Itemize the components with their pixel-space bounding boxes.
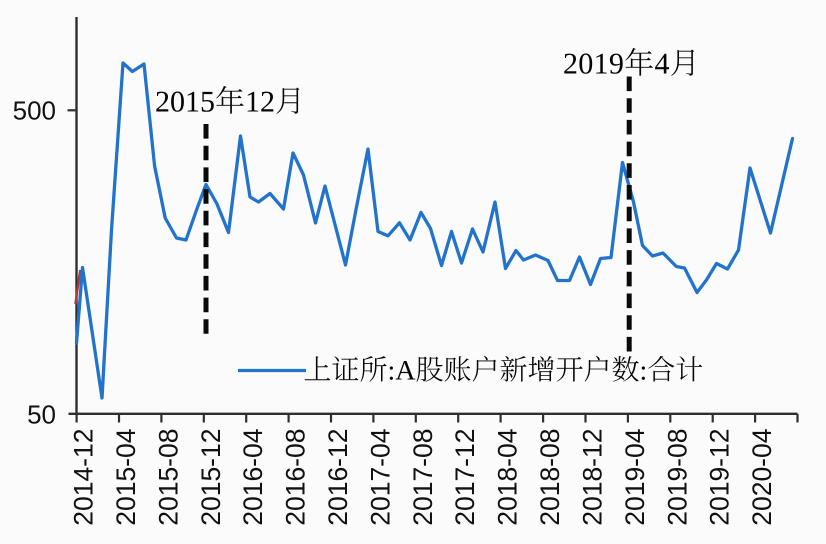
svg-text:2014-12: 2014-12 [69, 429, 99, 526]
svg-text:2017-08: 2017-08 [408, 429, 438, 526]
svg-text:2020-04: 2020-04 [747, 429, 777, 526]
svg-text:2015-08: 2015-08 [153, 429, 183, 526]
svg-text:2017-04: 2017-04 [365, 429, 395, 526]
svg-text:2018-12: 2018-12 [578, 429, 608, 526]
svg-text:2019-12: 2019-12 [705, 429, 735, 526]
svg-text:2018-08: 2018-08 [535, 429, 565, 526]
svg-text:2017-12: 2017-12 [450, 429, 480, 526]
svg-text:2015-04: 2015-04 [111, 429, 141, 526]
svg-text:2019-04: 2019-04 [620, 429, 650, 526]
svg-text:2019-08: 2019-08 [662, 429, 692, 526]
svg-text:2016-04: 2016-04 [238, 429, 268, 526]
svg-text:2015-12: 2015-12 [196, 429, 226, 526]
svg-text:2016-12: 2016-12 [323, 429, 353, 526]
svg-text:500: 500 [13, 96, 56, 126]
svg-text:50: 50 [27, 400, 56, 430]
svg-text:2018-04: 2018-04 [493, 429, 523, 526]
svg-text:2016-08: 2016-08 [281, 429, 311, 526]
